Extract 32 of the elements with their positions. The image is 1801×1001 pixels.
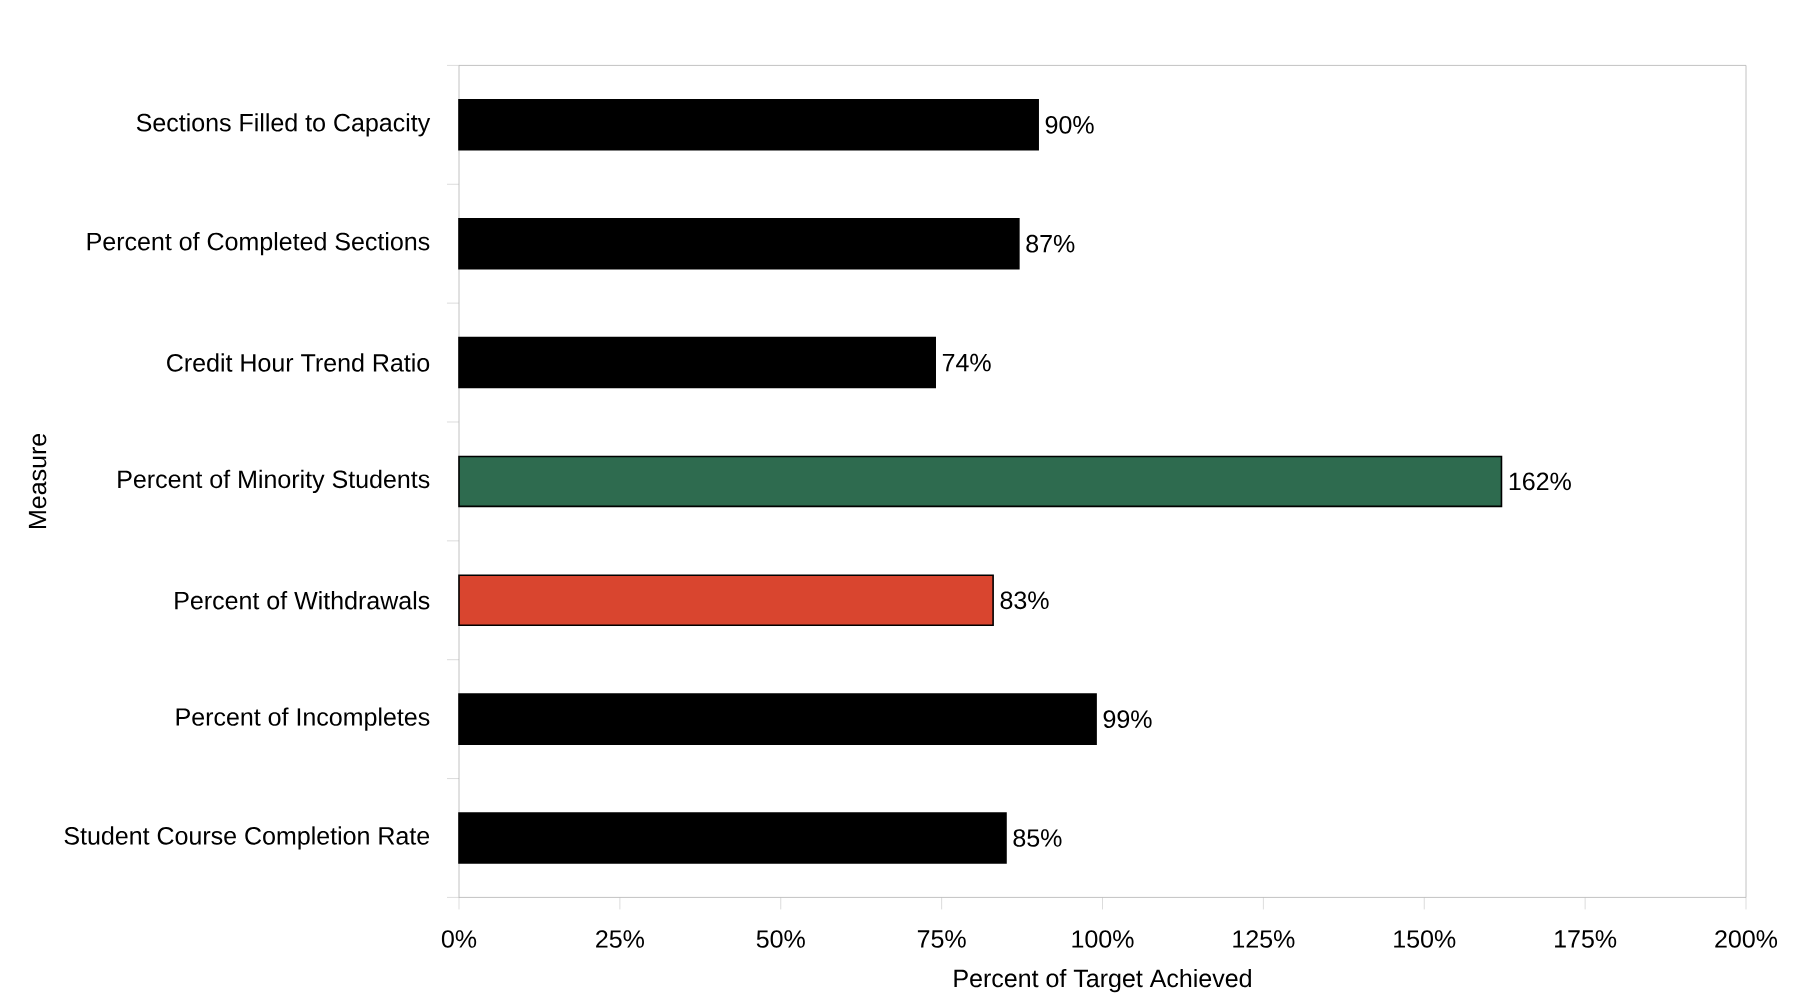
data-label: 90% bbox=[1045, 116, 1094, 134]
x-tick-label: 0% bbox=[441, 930, 477, 949]
y-tick-label: Student Course Completion Rate bbox=[64, 826, 430, 850]
bar bbox=[458, 218, 1020, 270]
data-label: 162% bbox=[1509, 472, 1571, 491]
x-tick-label: 100% bbox=[1072, 930, 1134, 949]
data-label: 85% bbox=[1013, 829, 1062, 848]
y-tick-label: Credit Hour Trend Ratio bbox=[167, 353, 430, 372]
x-tick-label: 75% bbox=[917, 930, 966, 948]
x-tick-label: 50% bbox=[756, 930, 805, 949]
bar bbox=[458, 693, 1097, 746]
y-axis-title: Measure bbox=[28, 434, 47, 529]
y-tick-label: Percent of Incompletes bbox=[176, 707, 430, 731]
data-label: 74% bbox=[942, 354, 991, 372]
data-label: 99% bbox=[1103, 710, 1152, 729]
y-tick-label: Percent of Completed Sections bbox=[87, 232, 430, 256]
bar bbox=[458, 99, 1039, 151]
bar bbox=[458, 574, 994, 627]
bar bbox=[458, 455, 1503, 508]
x-axis-title: Percent of Target Achieved bbox=[954, 969, 1251, 993]
data-label: 87% bbox=[1026, 235, 1075, 253]
x-tick-label: 150% bbox=[1394, 930, 1456, 949]
bar bbox=[458, 337, 936, 389]
y-tick-label: Sections Filled to Capacity bbox=[136, 113, 431, 137]
bar bbox=[458, 812, 1007, 864]
x-tick-label: 125% bbox=[1233, 930, 1295, 949]
x-tick-label: 175% bbox=[1555, 930, 1617, 948]
x-tick-label: 25% bbox=[596, 930, 644, 949]
data-label: 83% bbox=[1000, 591, 1049, 610]
x-tick-label: 200% bbox=[1715, 930, 1778, 949]
y-tick-label: Percent of Minority Students bbox=[118, 469, 430, 494]
y-tick-label: Percent of Withdrawals bbox=[175, 591, 430, 610]
